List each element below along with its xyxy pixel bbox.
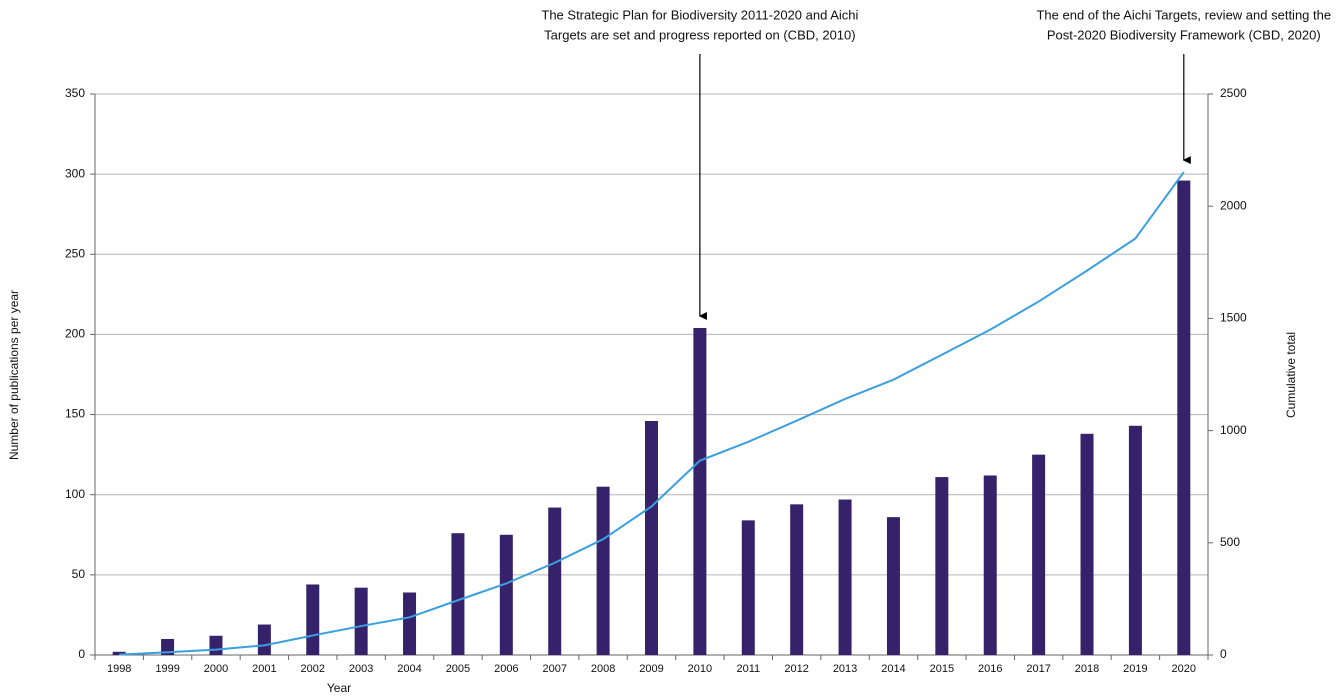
- bar: [1128, 425, 1142, 655]
- bar: [741, 520, 755, 655]
- x-tick-label: 2011: [736, 663, 760, 675]
- x-tick-label: 2009: [639, 663, 663, 675]
- bar: [693, 328, 707, 655]
- x-tick-label: 2007: [542, 663, 566, 675]
- bar: [403, 592, 417, 655]
- y2-tick-label: 1000: [1220, 423, 1247, 437]
- y2-tick-label: 1500: [1220, 311, 1247, 325]
- bar: [838, 499, 852, 655]
- bar: [935, 477, 949, 655]
- x-tick-label: 2010: [688, 663, 712, 675]
- x-tick-label: 2013: [833, 663, 857, 675]
- y-tick-label: 100: [65, 487, 85, 501]
- x-tick-label: 2019: [1123, 663, 1147, 675]
- x-tick-label: 2012: [784, 663, 808, 675]
- x-tick-label: 1999: [155, 663, 179, 675]
- bar: [886, 517, 900, 655]
- x-tick-label: 2008: [591, 663, 615, 675]
- x-tick-label: 2018: [1075, 663, 1099, 675]
- y-tick-label: 50: [72, 567, 86, 581]
- bar: [112, 651, 126, 655]
- x-tick-label: 2006: [494, 663, 518, 675]
- bar: [1177, 180, 1191, 655]
- y-axis-label: Number of publications per year: [7, 290, 21, 460]
- y2-tick-label: 2000: [1220, 198, 1247, 212]
- x-tick-label: 2004: [397, 663, 421, 675]
- x-tick-label: 2017: [1026, 663, 1050, 675]
- x-tick-label: 2015: [930, 663, 954, 675]
- bar: [306, 584, 320, 655]
- x-tick-label: 1998: [107, 663, 131, 675]
- x-axis-label: Year: [327, 681, 351, 695]
- bar: [1080, 433, 1094, 655]
- y-tick-label: 300: [65, 166, 85, 180]
- bar: [451, 533, 465, 655]
- x-tick-label: 2005: [446, 663, 470, 675]
- bar: [596, 486, 610, 655]
- x-tick-label: 2014: [881, 663, 905, 675]
- x-tick-label: 2000: [204, 663, 228, 675]
- bar: [790, 504, 804, 655]
- annotation-text: Targets are set and progress reported on…: [544, 27, 855, 42]
- x-tick-label: 2020: [1172, 663, 1196, 675]
- bar: [161, 638, 175, 655]
- y2-tick-label: 0: [1220, 647, 1227, 661]
- x-tick-label: 2002: [301, 663, 325, 675]
- annotation-text: The Strategic Plan for Biodiversity 2011…: [541, 7, 858, 22]
- annotation-text: The end of the Aichi Targets, review and…: [1036, 7, 1331, 22]
- y-tick-label: 0: [78, 647, 85, 661]
- bar: [645, 420, 658, 655]
- annotation-text: Post-2020 Biodiversity Framework (CBD, 2…: [1047, 27, 1321, 42]
- y2-tick-label: 2500: [1220, 86, 1247, 100]
- bar: [257, 624, 271, 655]
- bar: [209, 635, 223, 655]
- y-tick-label: 200: [65, 327, 85, 341]
- cumulative-line: [119, 171, 1185, 656]
- bar: [548, 507, 562, 655]
- bar: [499, 534, 513, 655]
- x-tick-label: 2001: [252, 663, 276, 675]
- y2-tick-label: 500: [1220, 535, 1240, 549]
- y2-axis-label: Cumulative total: [1284, 332, 1298, 418]
- y-tick-label: 150: [65, 407, 85, 421]
- bar: [983, 475, 997, 655]
- x-tick-label: 2016: [978, 663, 1002, 675]
- bar: [1032, 454, 1046, 655]
- y-tick-label: 350: [65, 86, 85, 100]
- x-tick-label: 2003: [349, 663, 373, 675]
- y-tick-label: 250: [65, 246, 85, 260]
- bar: [354, 587, 368, 655]
